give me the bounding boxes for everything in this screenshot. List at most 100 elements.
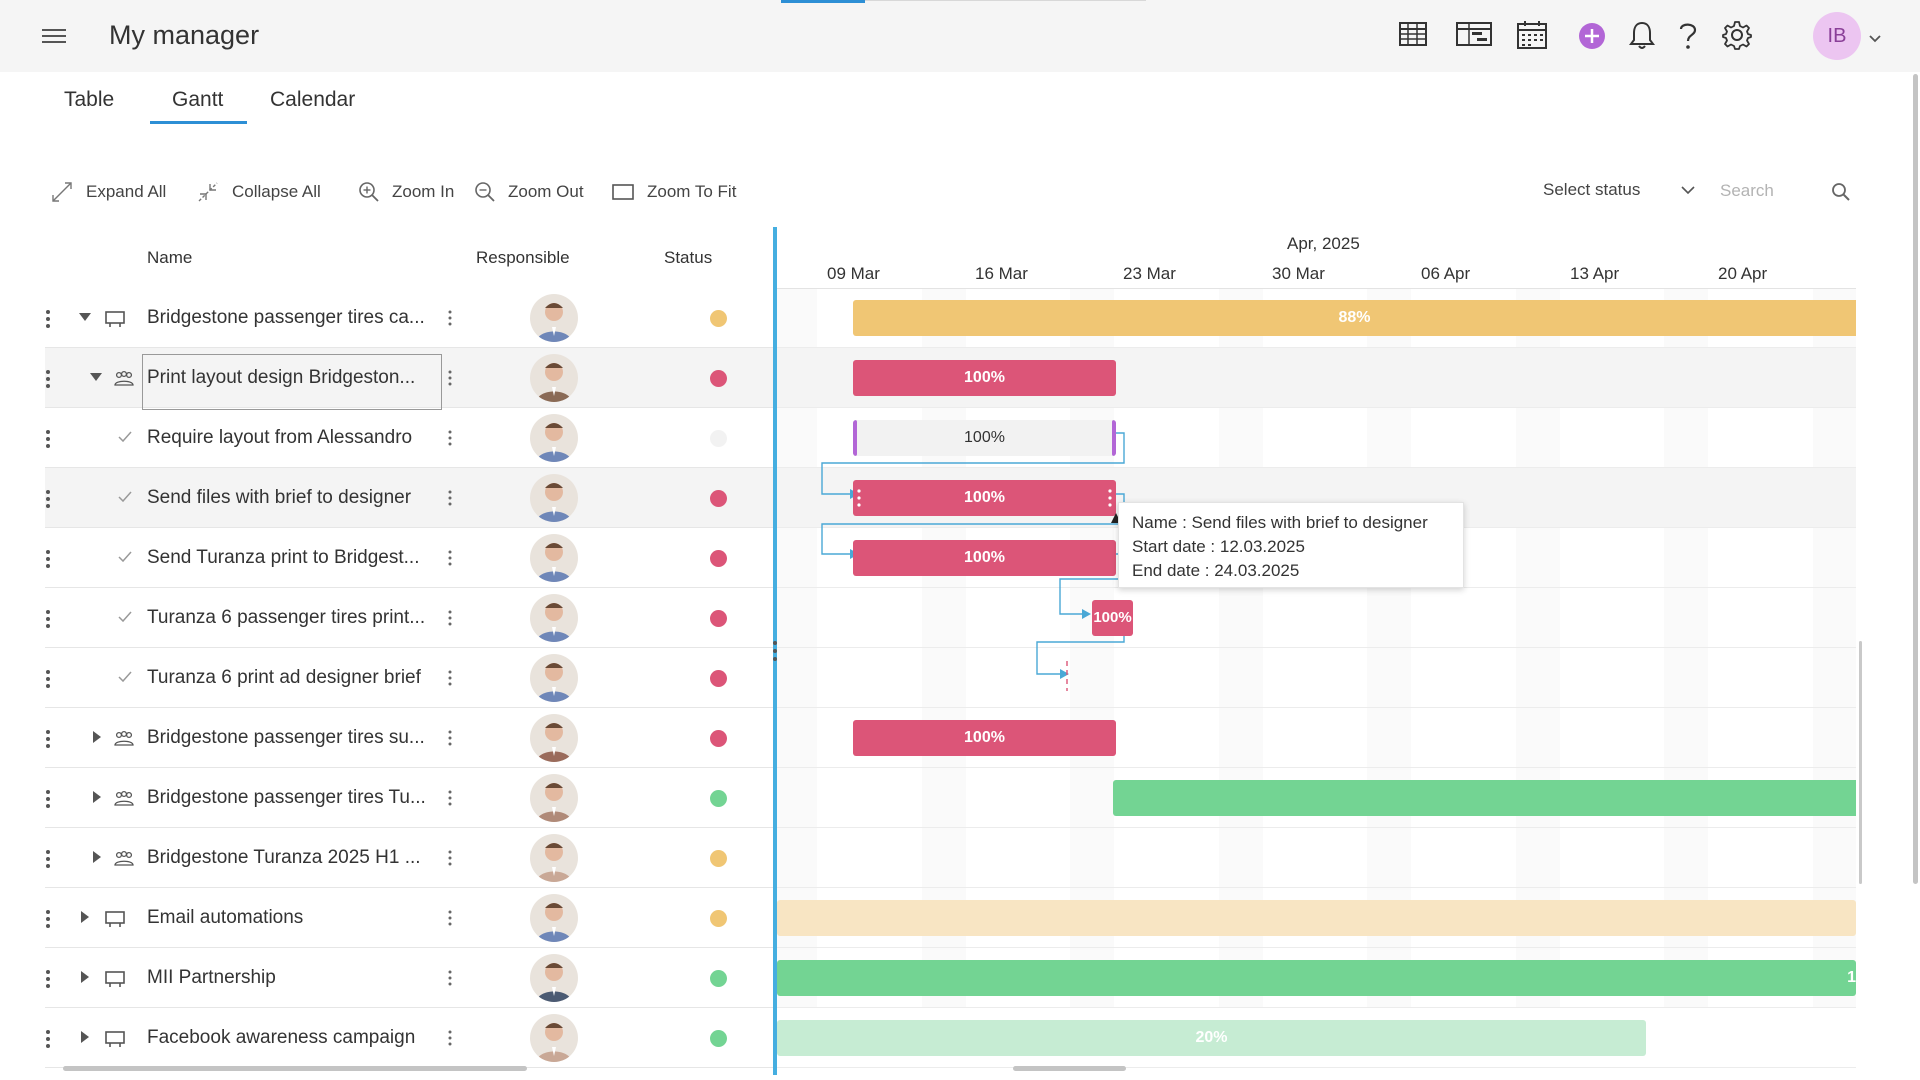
row-drag-handle-icon[interactable] bbox=[45, 369, 51, 389]
status-dot[interactable] bbox=[710, 550, 727, 567]
status-dot[interactable] bbox=[710, 310, 727, 327]
drag-handle-right-icon[interactable] bbox=[1108, 489, 1112, 507]
task-bar[interactable]: 100% bbox=[853, 480, 1116, 516]
task-name[interactable]: Facebook awareness campaign bbox=[147, 1027, 416, 1048]
status-dot[interactable] bbox=[710, 790, 727, 807]
status-dot[interactable] bbox=[710, 730, 727, 747]
table-view-icon[interactable] bbox=[1398, 20, 1432, 54]
expand-row-icon[interactable] bbox=[92, 850, 102, 864]
bell-icon[interactable] bbox=[1628, 20, 1662, 54]
splitter-handle-icon[interactable] bbox=[772, 640, 778, 662]
collapse-row-icon[interactable] bbox=[78, 312, 92, 322]
row-menu-icon[interactable] bbox=[448, 1030, 452, 1046]
row-menu-icon[interactable] bbox=[448, 850, 452, 866]
avatar[interactable] bbox=[530, 714, 578, 762]
table-row[interactable]: Print layout design Bridgeston... bbox=[45, 348, 773, 410]
page-vertical-scrollbar[interactable] bbox=[1913, 74, 1918, 884]
add-icon[interactable] bbox=[1578, 22, 1612, 56]
tab-table[interactable]: Table bbox=[64, 88, 115, 111]
task-name[interactable]: Require layout from Alessandro bbox=[147, 427, 413, 448]
chevron-down-icon[interactable] bbox=[1680, 184, 1696, 196]
status-dot[interactable] bbox=[710, 850, 727, 867]
table-row[interactable]: Turanza 6 passenger tires print... bbox=[45, 588, 773, 648]
row-menu-icon[interactable] bbox=[448, 910, 452, 926]
table-row[interactable]: Bridgestone passenger tires su... bbox=[45, 708, 773, 768]
resize-handle-left[interactable] bbox=[853, 420, 857, 456]
row-drag-handle-icon[interactable] bbox=[45, 909, 51, 929]
zoom-in-button[interactable]: Zoom In bbox=[358, 178, 454, 206]
status-dot[interactable] bbox=[710, 610, 727, 627]
zoom-to-fit-button[interactable]: Zoom To Fit bbox=[611, 178, 736, 206]
table-row[interactable]: MII Partnership bbox=[45, 948, 773, 1008]
row-menu-icon[interactable] bbox=[448, 310, 452, 326]
gear-icon[interactable] bbox=[1722, 20, 1756, 54]
row-drag-handle-icon[interactable] bbox=[45, 789, 51, 809]
task-name[interactable]: Bridgestone Turanza 2025 H1 ... bbox=[147, 847, 421, 868]
task-name[interactable]: MII Partnership bbox=[147, 967, 276, 988]
check-icon[interactable] bbox=[117, 550, 133, 564]
status-dot[interactable] bbox=[710, 370, 727, 387]
drag-handle-left-icon[interactable] bbox=[857, 489, 861, 507]
row-drag-handle-icon[interactable] bbox=[45, 609, 51, 629]
menu-icon[interactable] bbox=[42, 26, 66, 46]
table-row[interactable]: Bridgestone passenger tires ca... bbox=[45, 288, 773, 348]
avatar[interactable] bbox=[530, 894, 578, 942]
task-name[interactable]: Bridgestone passenger tires Tu... bbox=[147, 787, 426, 808]
column-header-status[interactable]: Status bbox=[664, 248, 713, 267]
task-bar[interactable]: 88% bbox=[853, 300, 1856, 336]
table-row[interactable]: Send files with brief to designer bbox=[45, 468, 773, 528]
avatar[interactable] bbox=[530, 414, 578, 462]
avatar[interactable] bbox=[530, 534, 578, 582]
task-name[interactable]: Send files with brief to designer bbox=[147, 487, 412, 508]
task-name[interactable]: Bridgestone passenger tires su... bbox=[147, 727, 425, 748]
status-select[interactable]: Select status bbox=[1543, 180, 1641, 199]
user-avatar[interactable]: IB bbox=[1813, 12, 1861, 60]
row-menu-icon[interactable] bbox=[448, 790, 452, 806]
task-bar[interactable] bbox=[777, 900, 1856, 936]
resize-handle-right[interactable] bbox=[1112, 420, 1116, 456]
expand-row-icon[interactable] bbox=[80, 1030, 90, 1044]
check-icon[interactable] bbox=[117, 430, 133, 444]
row-menu-icon[interactable] bbox=[448, 730, 452, 746]
gantt-view-icon[interactable] bbox=[1455, 20, 1492, 54]
task-name[interactable]: Turanza 6 passenger tires print... bbox=[147, 607, 426, 628]
task-bar[interactable]: 1 bbox=[777, 960, 1856, 996]
row-menu-icon[interactable] bbox=[448, 370, 452, 386]
expand-row-icon[interactable] bbox=[92, 790, 102, 804]
gantt-vertical-scrollbar[interactable] bbox=[1859, 641, 1862, 884]
row-menu-icon[interactable] bbox=[448, 610, 452, 626]
search-input[interactable] bbox=[1720, 178, 1830, 204]
row-drag-handle-icon[interactable] bbox=[45, 429, 51, 449]
search-icon[interactable] bbox=[1831, 182, 1851, 202]
table-row[interactable]: Turanza 6 print ad designer brief bbox=[45, 648, 773, 708]
task-name[interactable]: Email automations bbox=[147, 907, 304, 928]
row-menu-icon[interactable] bbox=[448, 970, 452, 986]
row-menu-icon[interactable] bbox=[448, 490, 452, 506]
row-menu-icon[interactable] bbox=[448, 550, 452, 566]
row-drag-handle-icon[interactable] bbox=[45, 1029, 51, 1049]
table-row[interactable]: Bridgestone passenger tires Tu... bbox=[45, 768, 773, 828]
collapse-row-icon[interactable] bbox=[89, 372, 103, 382]
expand-row-icon[interactable] bbox=[80, 970, 90, 984]
table-row[interactable]: Bridgestone Turanza 2025 H1 ... bbox=[45, 828, 773, 888]
expand-all-button[interactable]: Expand All bbox=[50, 178, 166, 206]
task-bar[interactable]: 100% bbox=[853, 360, 1116, 396]
row-drag-handle-icon[interactable] bbox=[45, 549, 51, 569]
avatar[interactable] bbox=[530, 834, 578, 882]
row-drag-handle-icon[interactable] bbox=[45, 489, 51, 509]
avatar[interactable] bbox=[530, 954, 578, 1002]
table-row[interactable]: Send Turanza print to Bridgest... bbox=[45, 528, 773, 588]
task-name[interactable]: Send Turanza print to Bridgest... bbox=[147, 547, 420, 568]
column-header-name[interactable]: Name bbox=[147, 248, 193, 267]
expand-row-icon[interactable] bbox=[92, 730, 102, 744]
avatar[interactable] bbox=[530, 594, 578, 642]
row-drag-handle-icon[interactable] bbox=[45, 969, 51, 989]
row-menu-icon[interactable] bbox=[448, 670, 452, 686]
table-row[interactable]: Facebook awareness campaign bbox=[45, 1008, 773, 1068]
status-dot[interactable] bbox=[710, 430, 727, 447]
row-drag-handle-icon[interactable] bbox=[45, 669, 51, 689]
status-dot[interactable] bbox=[710, 910, 727, 927]
zoom-out-button[interactable]: Zoom Out bbox=[474, 178, 584, 206]
avatar[interactable] bbox=[530, 1014, 578, 1062]
grid-horizontal-scrollbar[interactable] bbox=[63, 1066, 527, 1071]
